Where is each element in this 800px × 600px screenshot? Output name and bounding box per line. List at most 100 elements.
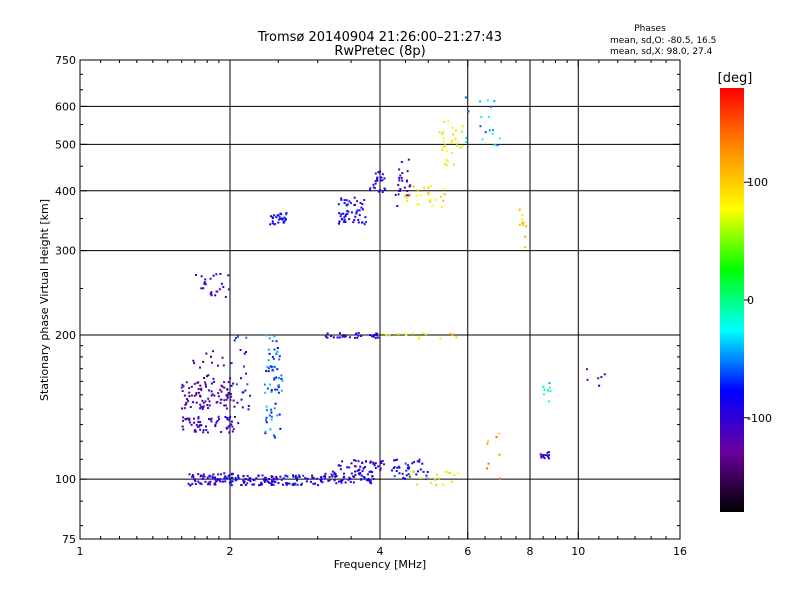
colorbar-tick-label: 100 [747,176,768,189]
data-point [227,391,230,394]
data-point [208,418,211,421]
data-point [332,336,335,339]
axis-ticks: 1 2 4 6 8 10 16 75 100 200 300 400 500 600 750 [55,54,687,558]
data-point [398,179,401,182]
data-point [340,198,343,201]
data-point [346,210,349,213]
data-point [197,480,200,483]
data-point [227,393,230,396]
data-point [348,218,351,221]
data-point [409,184,412,187]
data-point [281,483,284,486]
data-point [381,460,384,463]
data-point [187,399,190,402]
data-point [230,384,233,387]
data-point [395,458,398,461]
data-point [427,192,430,195]
data-point [272,480,275,483]
data-point [244,483,247,486]
data-point [349,480,352,483]
data-point [416,483,419,486]
data-point [498,453,501,456]
data-point [193,421,196,424]
data-point [181,425,184,428]
data-point [431,204,434,207]
data-point [208,389,211,392]
data-point [186,398,189,401]
data-point [360,478,363,481]
data-point [491,132,494,135]
data-point [277,386,280,389]
data-point [227,425,230,428]
data-point [197,391,200,394]
data-point [357,334,360,337]
data-point [224,477,227,480]
data-point [276,368,279,371]
data-point [279,217,282,220]
data-point [194,429,197,432]
data-point [343,216,346,219]
data-point [393,475,396,478]
data-point [356,469,359,472]
data-point [216,420,219,423]
data-point [342,212,345,215]
data-point [209,483,212,486]
data-point [272,357,275,360]
data-point [232,399,235,402]
data-point [230,423,233,426]
data-point [209,277,212,280]
data-point [219,478,222,481]
data-point [267,478,270,481]
data-point [188,419,191,422]
data-point [247,404,250,407]
data-point [235,383,238,386]
data-point [200,387,203,390]
data-point [213,394,216,397]
data-point [198,425,201,428]
data-point [208,404,211,407]
data-point [226,396,229,399]
data-point [281,217,284,220]
data-point [440,195,443,198]
data-point [366,479,369,482]
data-point [211,475,214,478]
data-point [194,480,197,483]
data-point [296,479,299,482]
data-point [417,470,420,473]
data-point [344,335,347,338]
data-point [230,484,233,487]
data-point [200,388,203,391]
data-point [542,393,545,396]
x-tick-label: 10 [571,545,585,558]
data-point [324,475,327,478]
data-point [334,474,337,477]
data-point [340,213,343,216]
data-point [232,382,235,385]
data-point [524,235,527,238]
data-point [405,180,408,183]
data-point [233,415,236,418]
data-point [549,390,552,393]
data-point [419,193,422,196]
data-point [305,480,308,483]
data-point [210,390,213,393]
data-point [242,479,245,482]
data-point [349,477,352,480]
data-point [548,451,551,454]
data-point [377,336,380,339]
data-point [207,407,210,410]
data-point [217,392,220,395]
data-point [202,406,205,409]
data-point [277,384,280,387]
data-point [446,160,449,163]
data-point [353,196,356,199]
data-point [320,477,323,480]
data-point [404,477,407,480]
data-point [442,137,445,140]
data-point [207,481,210,484]
data-point [226,388,229,391]
data-point [273,435,276,438]
data-point [359,465,362,468]
data-point [273,365,276,368]
data-point [252,479,255,482]
